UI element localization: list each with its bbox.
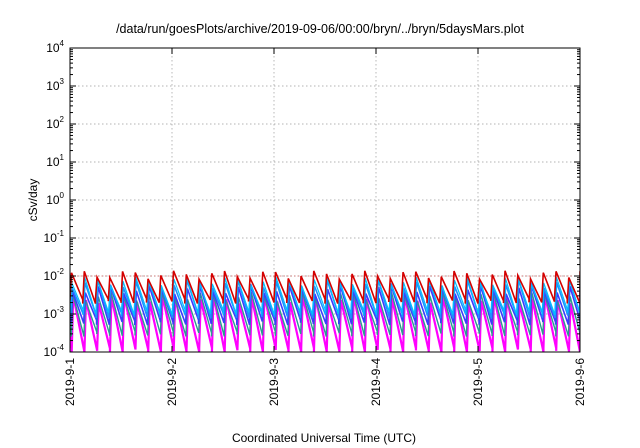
y-tick-label: 101 bbox=[46, 153, 64, 169]
axes: 10-4 10-3 10-2 10-1 100 101 102 103 104 2019-9-1 2… bbox=[44, 39, 587, 406]
series-line-4 bbox=[70, 276, 580, 316]
y-tick-label: 10-2 bbox=[44, 267, 65, 283]
x-tick-label: 2019-9-6 bbox=[573, 358, 587, 406]
x-tick-label: 2019-9-3 bbox=[267, 358, 281, 406]
series-line-5 bbox=[70, 270, 580, 304]
x-tick-label: 2019-9-1 bbox=[63, 358, 77, 406]
y-tick-label: 10-1 bbox=[44, 229, 65, 245]
y-tick-label: 102 bbox=[46, 115, 64, 131]
grid-lines bbox=[70, 48, 580, 352]
x-tick-label: 2019-9-2 bbox=[165, 358, 179, 406]
x-tick-label: 2019-9-5 bbox=[471, 358, 485, 406]
y-tick-label: 103 bbox=[46, 77, 64, 93]
series-line-1 bbox=[70, 292, 580, 337]
y-tick-label: 10-3 bbox=[44, 305, 65, 321]
y-tick-label: 100 bbox=[46, 191, 64, 207]
x-axis-label: Coordinated Universal Time (UTC) bbox=[232, 431, 416, 445]
y-tick-label: 10-4 bbox=[44, 343, 65, 359]
y-tick-label: 104 bbox=[46, 39, 64, 55]
x-tick-label: 2019-9-4 bbox=[369, 358, 383, 406]
y-axis-label: cSv/day bbox=[26, 179, 40, 222]
series-line-2 bbox=[70, 285, 580, 326]
chart-title: /data/run/goesPlots/archive/2019-09-06/0… bbox=[116, 22, 524, 36]
series-layer bbox=[70, 270, 580, 352]
